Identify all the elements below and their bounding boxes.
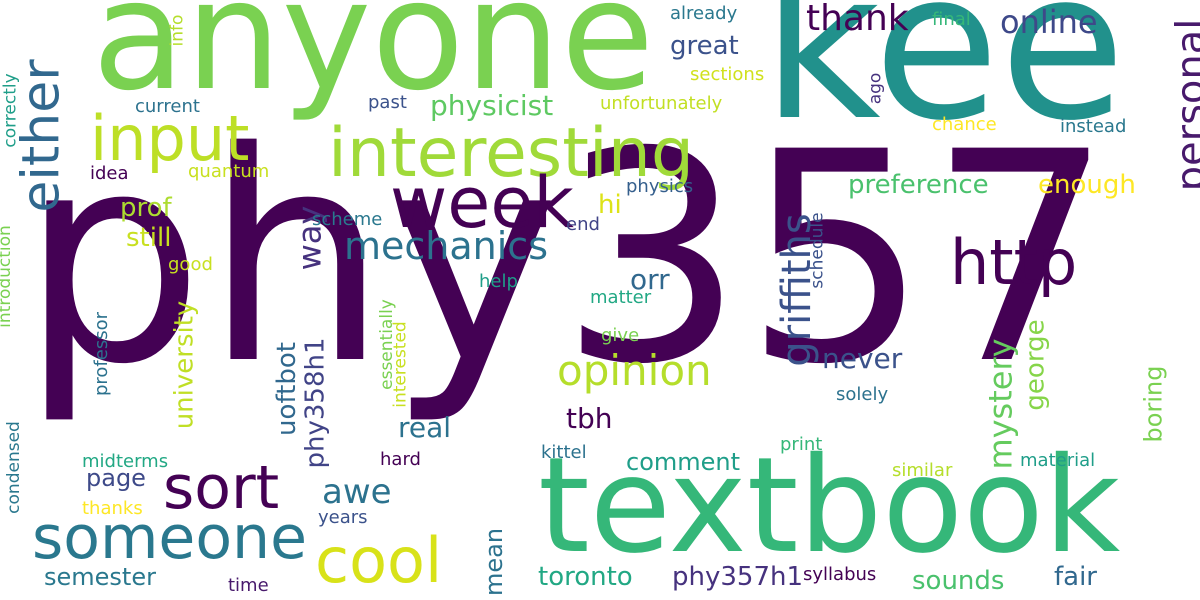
word-cool: cool (315, 524, 443, 597)
word-syllabus: syllabus (803, 564, 877, 585)
word-tbh: tbh (566, 402, 613, 435)
word-orr: orr (630, 263, 670, 296)
word-kittel: kittel (541, 442, 587, 463)
word-kee: kee (762, 0, 1126, 166)
word-chance: chance (932, 114, 997, 135)
word-online: online (1000, 3, 1098, 41)
word-print: print (780, 434, 823, 455)
word-semester: semester (44, 563, 156, 591)
word-thanks: thanks (82, 498, 143, 519)
word-sections: sections (690, 64, 765, 85)
word-midterms: midterms (82, 451, 169, 472)
word-already: already (670, 3, 738, 24)
word-phy358h1: phy358h1 (300, 337, 331, 469)
word-never: never (822, 342, 903, 375)
word-interesting: interesting (328, 114, 695, 193)
word-real: real (398, 411, 452, 444)
word-http: http (950, 226, 1078, 299)
word-instead: instead (1060, 116, 1127, 137)
word-current: current (135, 96, 200, 117)
word-good: good (168, 254, 213, 275)
word-university: university (169, 300, 200, 430)
word-sort: sort (163, 453, 280, 523)
word-ago: ago (865, 72, 886, 105)
word-hard: hard (380, 449, 421, 470)
word-great: great (670, 31, 739, 61)
word-schedule: schedule (807, 212, 828, 289)
word-years: years (318, 507, 368, 528)
word-boring: boring (1139, 365, 1168, 443)
word-quantum: quantum (188, 161, 270, 182)
word-final: final (932, 9, 971, 30)
word-anyone: anyone (92, 0, 655, 124)
word-similar: similar (892, 460, 953, 481)
word-still: still (126, 223, 172, 253)
word-info: info (167, 14, 188, 47)
word-textbook: textbook (538, 429, 1121, 583)
word-phy357: phy357 (20, 91, 1114, 428)
word-either: either (11, 59, 72, 213)
word-someone: someone (32, 503, 307, 573)
word-material: material (1020, 450, 1096, 471)
word-physics: physics (626, 176, 694, 197)
word-comment: comment (626, 448, 741, 476)
word-phy357h1: phy357h1 (672, 562, 804, 592)
word-page: page (86, 464, 146, 492)
word-matter: matter (590, 287, 652, 308)
word-give: give (601, 325, 640, 346)
word-enough: enough (1038, 170, 1136, 200)
word-mechanics: mechanics (344, 224, 548, 268)
word-introduction: introduction (0, 225, 15, 328)
word-scheme: scheme (312, 209, 383, 230)
word-fair: fair (1054, 562, 1097, 592)
word-professor: professor (91, 311, 113, 397)
word-personal: personal (1168, 18, 1200, 192)
word-condensed: condensed (3, 421, 24, 514)
word-opinion: opinion (557, 346, 712, 395)
word-solely: solely (836, 384, 889, 405)
word-time: time (228, 575, 269, 596)
word-physicist: physicist (430, 89, 554, 122)
word-preference: preference (848, 170, 989, 200)
word-unfortunately: unfortunately (600, 93, 723, 114)
word-uoftbot: uoftbot (271, 342, 302, 436)
word-awe: awe (322, 472, 392, 512)
word-week: week (390, 162, 574, 244)
word-past: past (368, 92, 407, 113)
word-mystery: mystery (981, 338, 1020, 470)
word-prof: prof (120, 193, 172, 223)
word-correctly: correctly (0, 73, 21, 148)
word-hi: hi (598, 190, 622, 220)
word-input: input (90, 102, 250, 175)
word-interested: interested (390, 321, 411, 408)
word-sounds: sounds (912, 566, 1005, 596)
word-mean: mean (480, 527, 509, 597)
word-idea: idea (90, 163, 129, 184)
word-thank: thank (806, 0, 909, 39)
word-george: george (1020, 319, 1051, 411)
word-help: help (479, 271, 518, 292)
word-toronto: toronto (538, 562, 633, 592)
word-end: end (566, 214, 600, 235)
